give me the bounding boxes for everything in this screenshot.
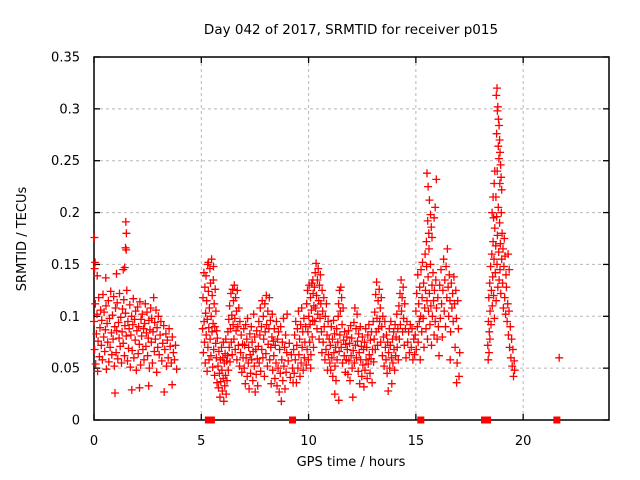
zero-marker [417,416,425,424]
y-tick-label: 0.2 [59,206,80,221]
y-tick-label: 0.15 [51,258,80,273]
zero-marker [484,416,492,424]
zero-marker [553,416,561,424]
y-tick-label: 0 [72,414,80,429]
axis-tick-labels: 0 5 10 15 20 0 0.05 0.1 0.15 0.2 0.25 0.3 0.35 [51,51,531,450]
chart-title: Day 042 of 2017, SRMTID for receiver p01… [204,22,498,38]
x-axis-label: GPS time / hours [297,455,406,470]
y-axis-label: SRMTID / TECUs [15,187,30,292]
x-tick-label: 10 [300,434,317,449]
x-tick-label: 5 [197,434,205,449]
zero-marker [207,416,215,424]
data-points [90,84,564,406]
y-tick-label: 0.35 [51,51,80,66]
y-tick-label: 0.3 [59,102,80,117]
x-tick-label: 0 [90,434,98,449]
data-points-layer [90,84,564,424]
x-tick-label: 15 [408,434,425,449]
x-tick-label: 20 [515,434,532,449]
zero-marker [288,416,296,424]
y-tick-label: 0.25 [51,154,80,169]
y-tick-label: 0.05 [51,362,80,377]
y-tick-label: 0.1 [59,310,80,325]
grid-lines [94,57,609,420]
